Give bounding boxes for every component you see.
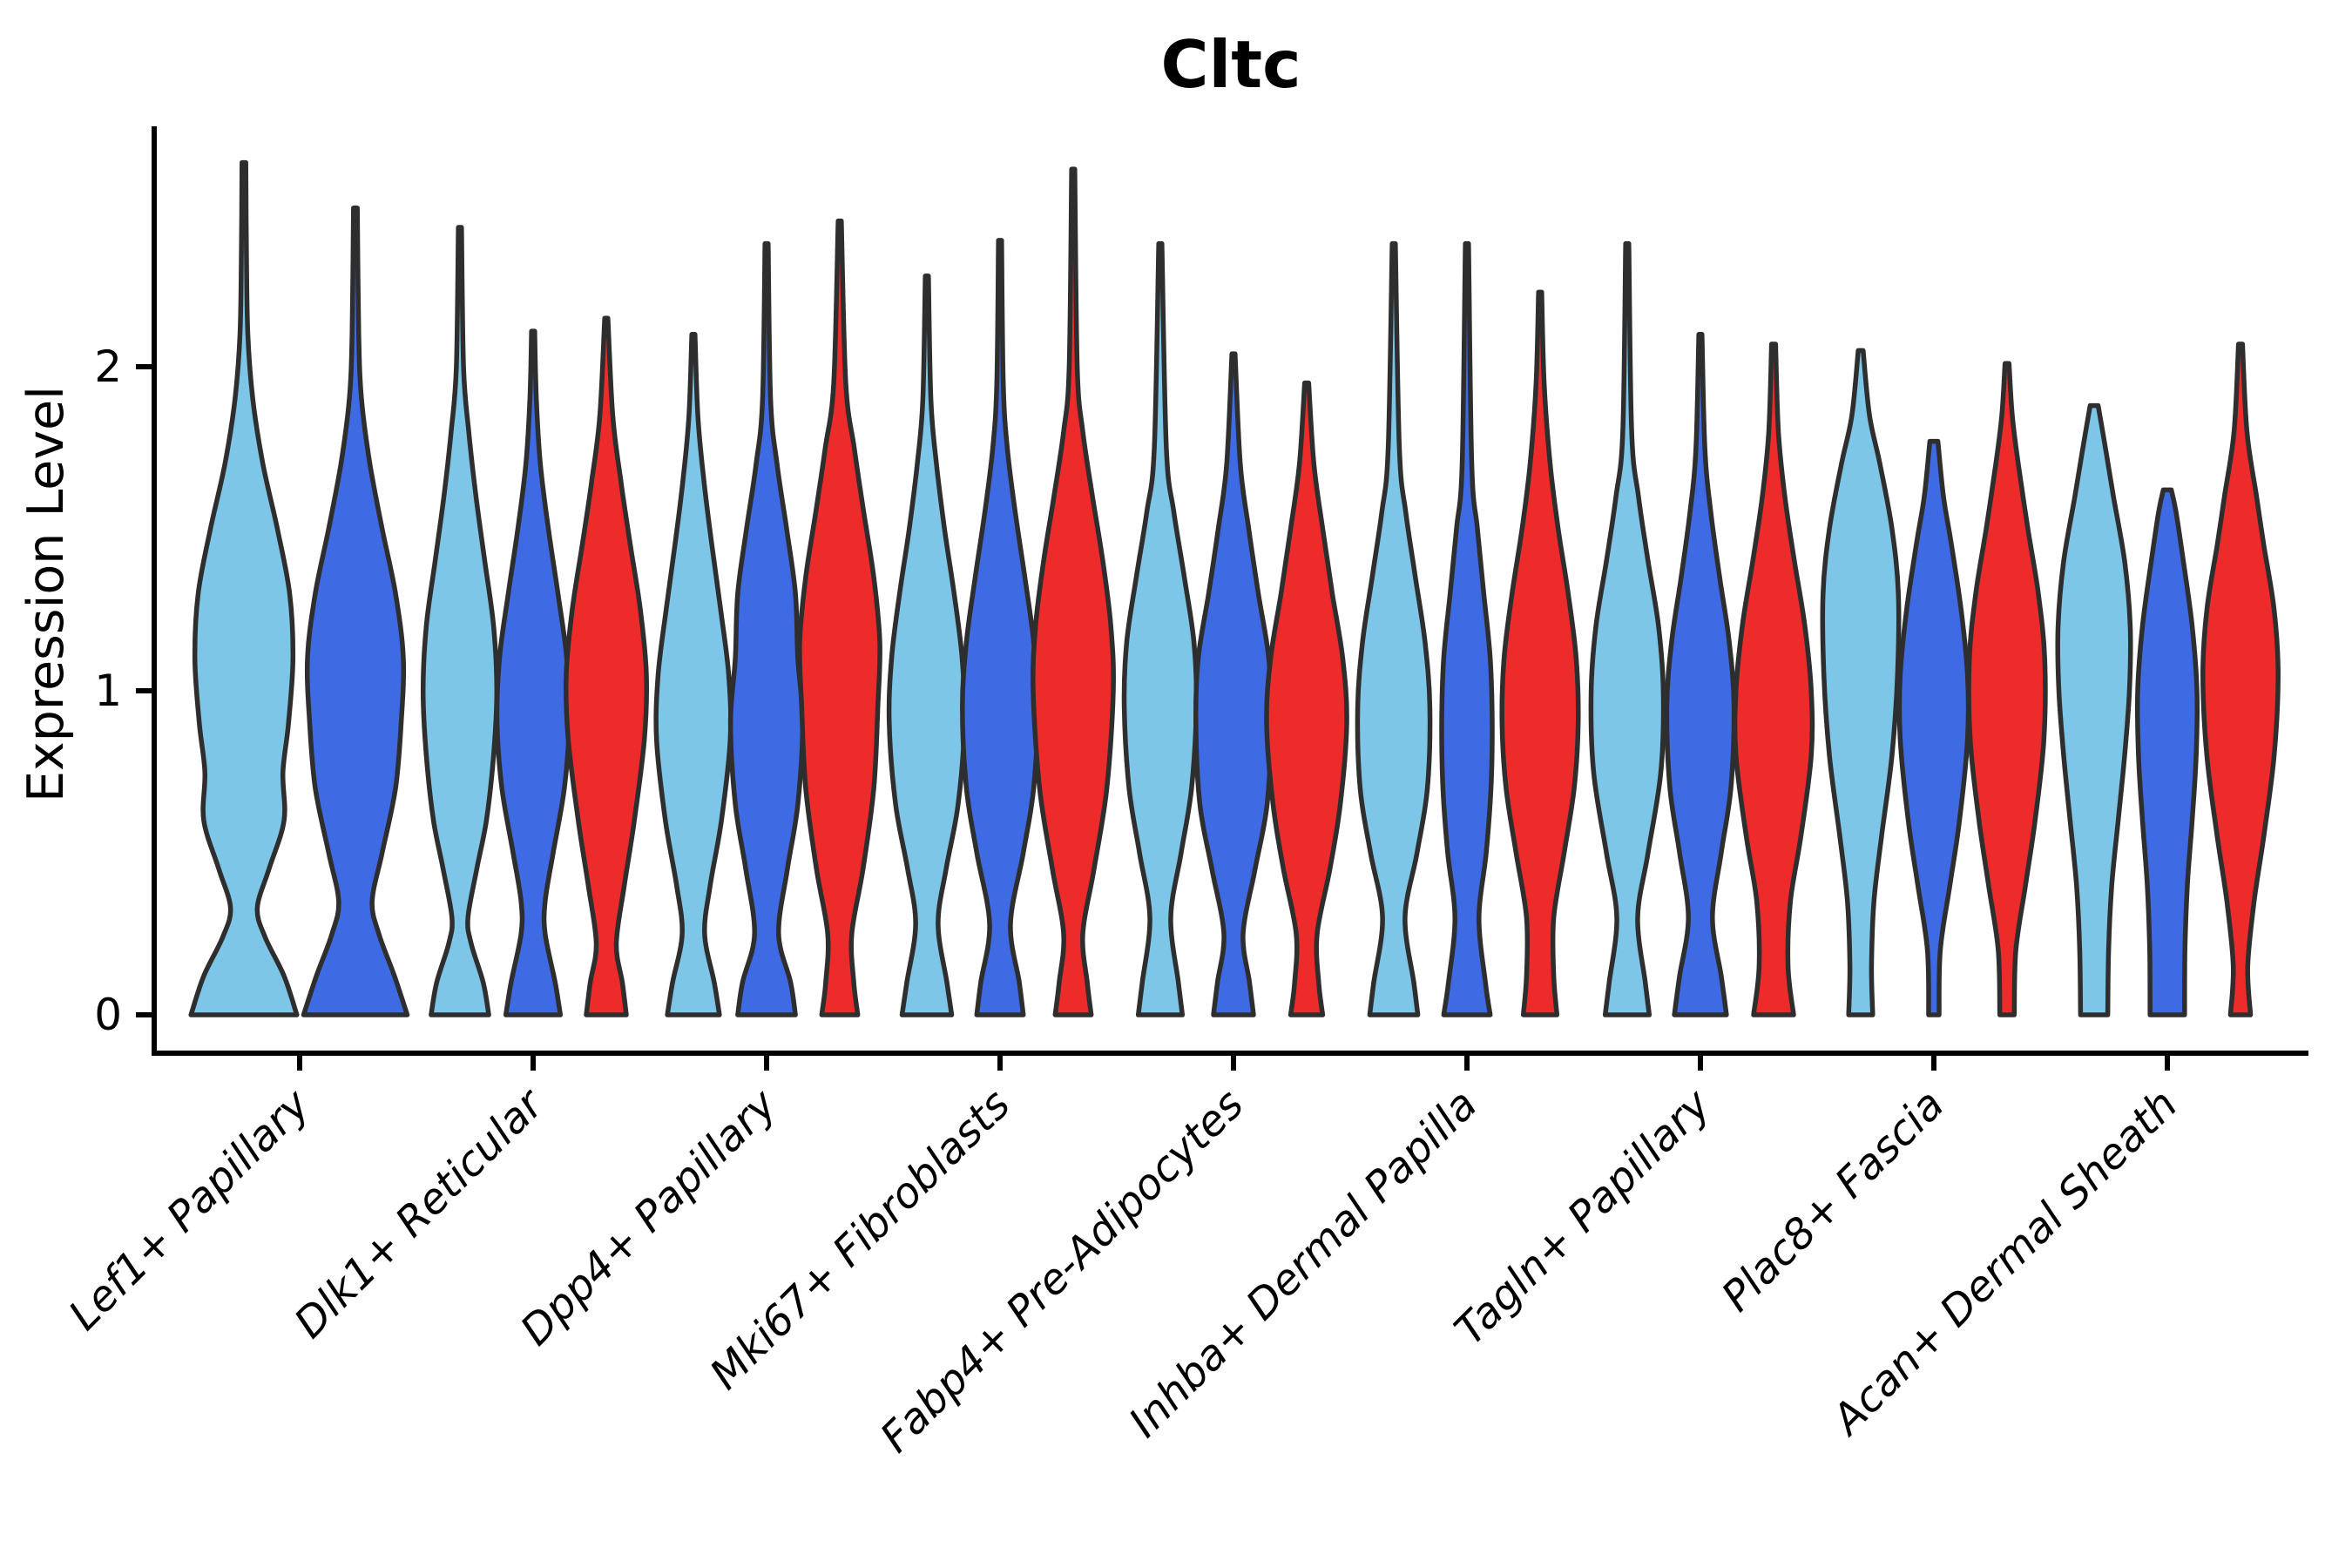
violin-dlk1-reticular-light_blue <box>420 225 500 1017</box>
violin-tagln-papillary-red <box>1732 341 1815 1017</box>
violin-inhba-dermal-papilla-red <box>1499 289 1581 1017</box>
violin-mki67-fibroblasts-dark_blue <box>960 238 1040 1017</box>
violin-lef1-papillary-light_blue <box>188 159 300 1017</box>
violin-dpp4-papillary-dark_blue <box>727 240 806 1017</box>
y-tick-label: 2 <box>94 341 122 392</box>
x-tick-label: Dlk1+ Reticular <box>285 1078 555 1348</box>
violin-inhba-dermal-papilla-dark_blue <box>1439 240 1495 1017</box>
violin-lef1-papillary-dark_blue <box>301 205 410 1017</box>
violin-acan-dermal-sheath-red <box>2200 341 2281 1017</box>
y-axis-label: Expression Level <box>17 386 75 802</box>
violin-layer <box>188 159 2281 1017</box>
violin-fabp4-pre-adipocytes-dark_blue <box>1193 351 1274 1017</box>
x-tick-label: Plac8+ Fascia <box>1713 1080 1954 1321</box>
y-tick-label: 0 <box>94 990 122 1040</box>
violin-plac8-fascia-red <box>1966 361 2048 1017</box>
y-tick-label: 1 <box>94 666 122 716</box>
violin-dlk1-reticular-dark_blue <box>494 328 572 1017</box>
violin-mki67-fibroblasts-red <box>1031 166 1116 1017</box>
x-tick-label: Dpp4+ Papillary <box>511 1079 787 1355</box>
violin-acan-dermal-sheath-light_blue <box>2055 402 2133 1017</box>
plot-title: Cltc <box>1160 26 1301 103</box>
violin-plac8-fascia-light_blue <box>1820 348 1902 1017</box>
x-tick-label: Lef1+ Papillary <box>59 1079 320 1340</box>
violin-dpp4-papillary-red <box>797 218 882 1017</box>
violin-fabp4-pre-adipocytes-red <box>1264 380 1349 1017</box>
x-tick-label: Tagln+ Papillary <box>1445 1079 1720 1355</box>
violin-tagln-papillary-dark_blue <box>1664 332 1737 1017</box>
violin-inhba-dermal-papilla-light_blue <box>1355 240 1433 1017</box>
violin-tagln-papillary-light_blue <box>1588 240 1666 1017</box>
violin-dlk1-reticular-red <box>563 315 650 1017</box>
axes-layer <box>136 126 2308 1071</box>
violin-fabp4-pre-adipocytes-light_blue <box>1121 240 1200 1017</box>
violin-dpp4-papillary-light_blue <box>653 332 733 1017</box>
violin-plac8-fascia-dark_blue <box>1896 438 1971 1017</box>
violin-acan-dermal-sheath-dark_blue <box>2134 487 2200 1017</box>
violin-mki67-fibroblasts-light_blue <box>886 274 968 1017</box>
